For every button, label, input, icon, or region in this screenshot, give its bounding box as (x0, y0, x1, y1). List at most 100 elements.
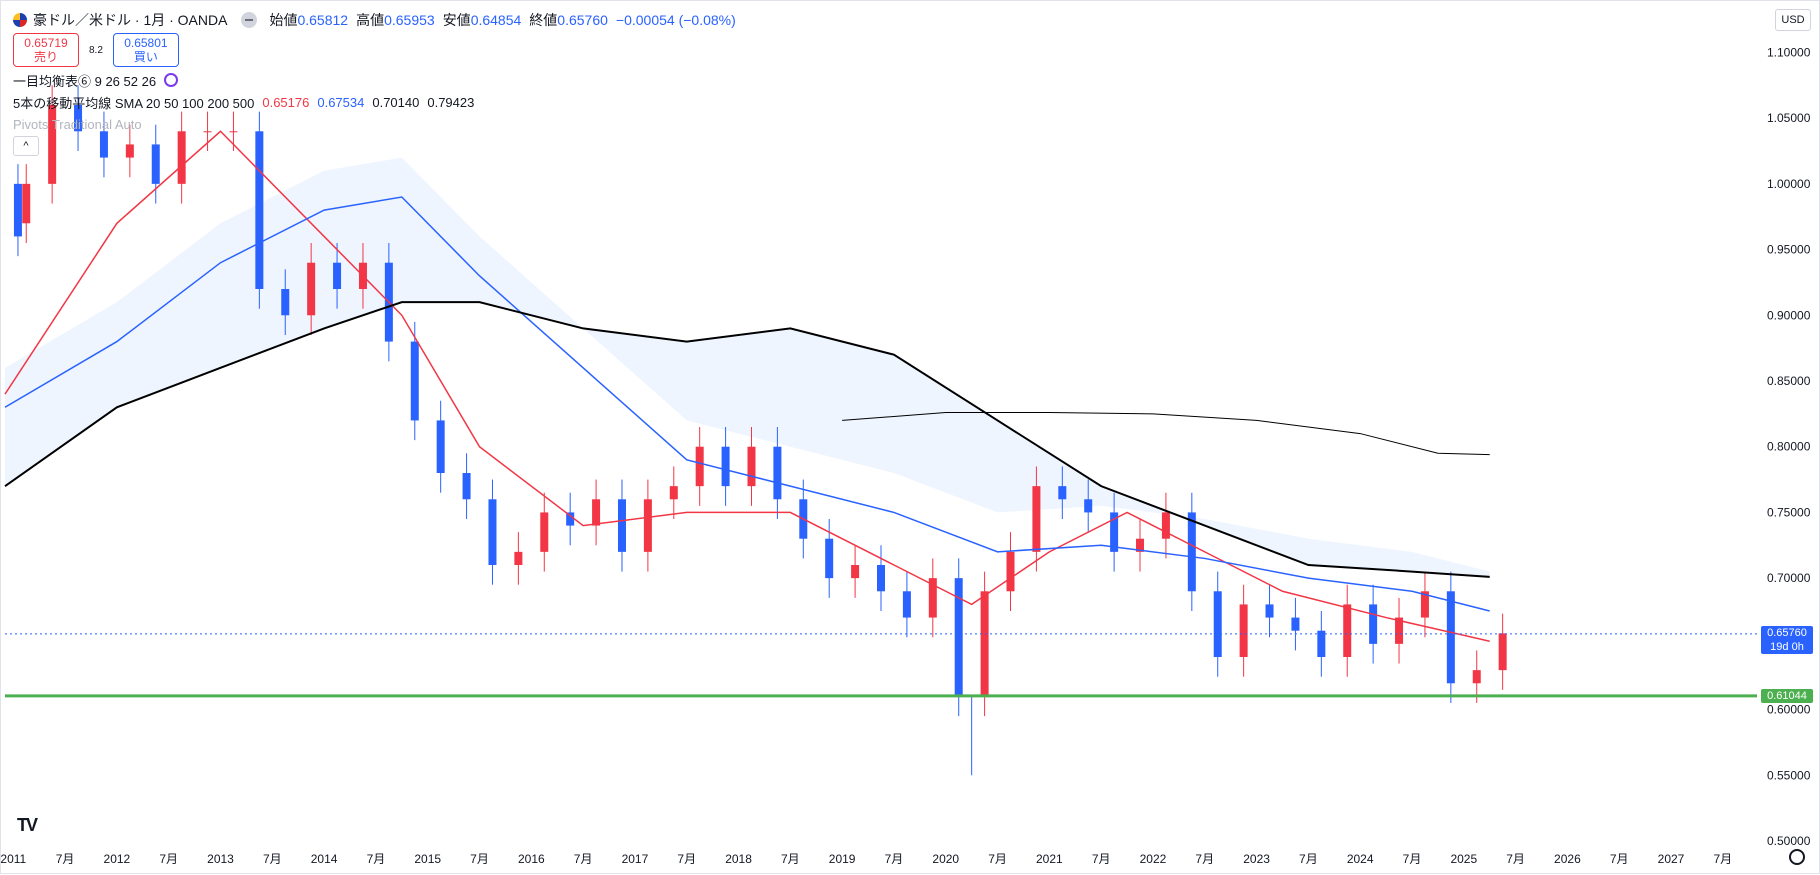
candle-body[interactable] (1213, 591, 1222, 657)
candle-body[interactable] (540, 512, 549, 552)
time-axis-tick: 7月 (1299, 852, 1318, 866)
candle-body[interactable] (566, 512, 575, 526)
candle-body[interactable] (1136, 538, 1145, 552)
candle-body[interactable] (436, 420, 445, 473)
candle-body[interactable] (721, 446, 730, 487)
candle-body[interactable] (669, 486, 678, 500)
time-axis-tick: 2017 (622, 852, 649, 866)
buy-button[interactable]: 0.65801 買い (112, 33, 179, 67)
candle-body[interactable] (125, 144, 134, 158)
tradingview-logo[interactable]: TV (17, 815, 38, 835)
candle-body[interactable] (643, 499, 652, 552)
time-axis[interactable]: 2011 7月 2012 7月 2013 7月 2014 7月 2015 7月 2016 7月 2017… (1, 852, 1732, 866)
sma-indicator[interactable]: 5本の移動平均線 SMA 20 50 100 200 500 0.65176 0… (13, 91, 736, 113)
candle-body[interactable] (1369, 604, 1378, 644)
candle-body[interactable] (980, 591, 989, 697)
price-axis-tick: 0.85000 (1767, 374, 1811, 388)
candle-body[interactable] (877, 565, 885, 592)
candle-body[interactable] (592, 499, 601, 526)
high-label: 高値 (356, 12, 385, 28)
time-axis-tick: 7月 (1506, 852, 1525, 866)
sma50-value: 0.67534 (317, 94, 365, 110)
candle-body[interactable] (13, 183, 22, 237)
candle-body[interactable] (1420, 591, 1429, 618)
candle-body[interactable] (1317, 630, 1326, 657)
candle-body[interactable] (617, 499, 626, 552)
candle-body[interactable] (1187, 512, 1196, 592)
time-axis-tick: 7月 (1403, 852, 1422, 866)
price-axis-tick: 0.70000 (1767, 571, 1811, 585)
time-axis-tick: 7月 (367, 852, 386, 866)
time-axis-tick: 2024 (1347, 852, 1374, 866)
candle-body[interactable] (1239, 604, 1248, 657)
price-axis[interactable]: 0.500000.550000.600000.650000.700000.750… (1767, 45, 1811, 848)
candle-body[interactable] (99, 131, 108, 158)
ichimoku-cloud (5, 157, 1490, 577)
candle-body[interactable] (851, 565, 860, 579)
candle-body[interactable] (255, 131, 264, 289)
time-axis-tick: 2022 (1140, 852, 1167, 866)
candle-body[interactable] (902, 591, 911, 618)
candle-body[interactable] (1058, 486, 1067, 500)
candle-body[interactable] (954, 578, 963, 697)
candle-body[interactable] (1472, 670, 1481, 684)
pivots-indicator[interactable]: Pivots Traditional Auto (13, 113, 736, 135)
price-axis-tick: 1.10000 (1767, 45, 1811, 59)
candle-body[interactable] (488, 499, 497, 565)
candle-body[interactable] (1110, 512, 1119, 552)
settings-gear-icon[interactable] (1789, 849, 1805, 865)
candle-body[interactable] (1343, 604, 1352, 657)
candle-body[interactable] (462, 473, 471, 500)
candle-body[interactable] (1395, 617, 1404, 644)
candle-body[interactable] (151, 144, 160, 184)
time-axis-tick: 7月 (1092, 852, 1111, 866)
ichimoku-indicator[interactable]: 一目均衡表⑥ 9 26 52 26 (13, 69, 736, 91)
candle-body[interactable] (74, 105, 83, 132)
candle-body[interactable] (1006, 551, 1015, 592)
symbol-title[interactable]: 豪ドル／米ドル · 1月 · OANDA (33, 12, 228, 28)
candle-body[interactable] (1084, 499, 1093, 513)
candle-body[interactable] (695, 446, 704, 487)
time-axis-tick: 2014 (311, 852, 338, 866)
candle-body[interactable] (1291, 617, 1300, 631)
candle-body[interactable] (333, 262, 342, 289)
candle-body[interactable] (177, 131, 186, 184)
candle-body[interactable] (928, 578, 937, 618)
sma-line-2 (4, 301, 1490, 578)
time-axis-tick: 7月 (470, 852, 489, 866)
candle-body[interactable] (1265, 604, 1274, 618)
candle-body[interactable] (281, 289, 290, 316)
trade-row: 0.65719 売り 8.2 0.65801 買い (13, 31, 736, 69)
open-value: 0.65812 (297, 12, 349, 28)
sell-button[interactable]: 0.65719 売り (13, 33, 79, 67)
candle-body[interactable] (1446, 591, 1455, 684)
sell-label: 売り (33, 50, 58, 64)
sma100-value: 0.70140 (372, 94, 420, 110)
currency-selector[interactable]: USD (1775, 9, 1811, 31)
time-axis-tick: 7月 (885, 852, 904, 866)
sell-price: 0.65719 (24, 36, 68, 50)
pivots-label: Pivots Traditional Auto (13, 116, 142, 132)
time-axis-tick: 7月 (1195, 852, 1214, 866)
candle-body[interactable] (410, 341, 419, 421)
candle-body[interactable] (229, 131, 238, 133)
candle-body[interactable] (747, 446, 756, 487)
collapse-toggle-icon[interactable] (241, 12, 258, 28)
candle-body[interactable] (307, 262, 316, 316)
collapse-legend-button[interactable]: ^ (13, 136, 39, 156)
price-axis-tick: 1.05000 (1767, 111, 1811, 125)
candle-body[interactable] (48, 105, 57, 184)
buy-label: 買い (133, 50, 158, 64)
candle-body[interactable] (1498, 633, 1507, 671)
candle-body[interactable] (1032, 486, 1041, 552)
candle-body[interactable] (825, 538, 834, 579)
candle-body[interactable] (1161, 512, 1170, 539)
candle-body[interactable] (22, 183, 31, 224)
sma-line-3 (842, 412, 1490, 456)
refresh-icon[interactable] (164, 73, 179, 87)
candle-body[interactable] (203, 131, 212, 133)
candle-body[interactable] (773, 446, 782, 500)
candle-body[interactable] (514, 551, 523, 565)
time-axis-tick: 2025 (1450, 852, 1477, 866)
